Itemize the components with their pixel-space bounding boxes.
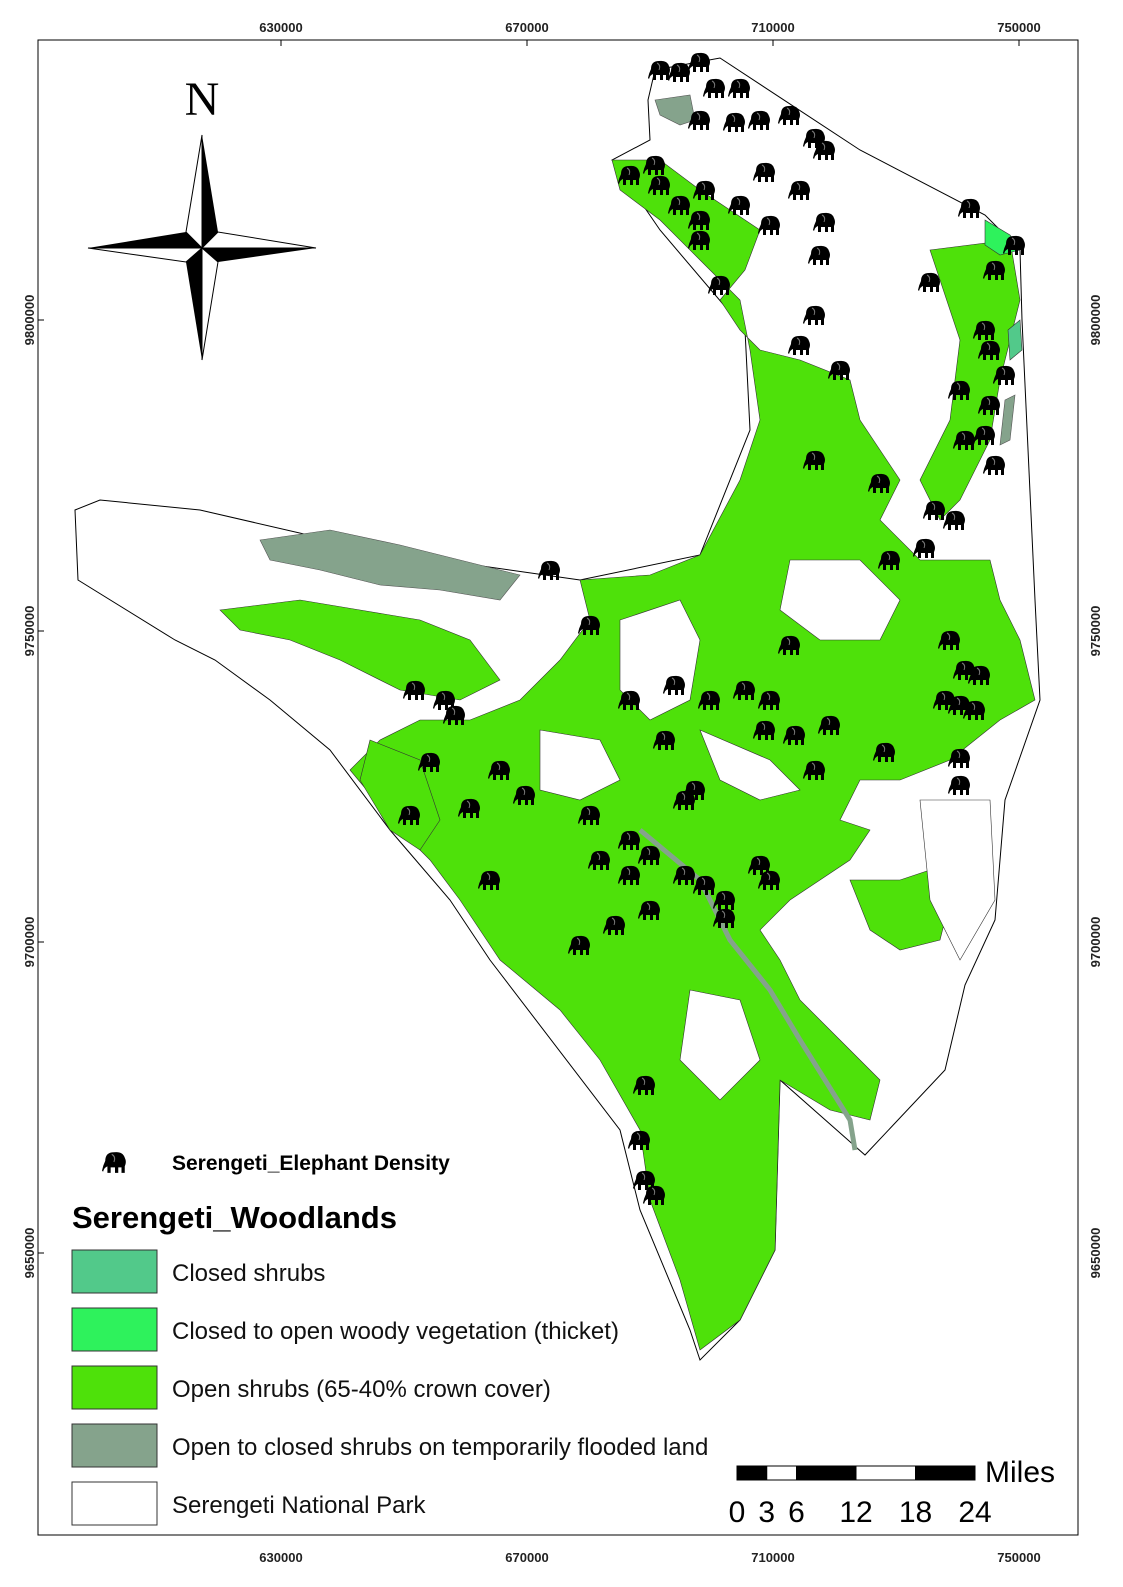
legend-swatch (71, 1481, 158, 1526)
legend: Serengeti_Elephant Density Serengeti_Woo… (71, 1151, 708, 1526)
scale-segment (855, 1465, 916, 1481)
x-coord-label: 710000 (751, 1550, 794, 1565)
y-coord-label: 9650000 (22, 1228, 37, 1279)
scale-unit: Miles (985, 1456, 1055, 1489)
legend-items: Closed shrubs Closed to open woody vegeta… (71, 1249, 708, 1526)
scale-label: 3 (758, 1496, 775, 1529)
legend-title: Serengeti_Woodlands (72, 1200, 397, 1235)
scale-label: 0 (729, 1496, 746, 1529)
legend-swatch (71, 1307, 158, 1352)
scale-segment (915, 1465, 976, 1481)
north-label: N (185, 73, 220, 126)
y-coord-label: 9650000 (1088, 1228, 1103, 1279)
y-coord-label: 9800000 (1088, 295, 1103, 346)
y-coord-label: 9700000 (22, 917, 37, 968)
legend-label: Open shrubs (65-40% crown cover) (172, 1376, 551, 1403)
scale-bar: 0 3 6 12 18 24 Miles (729, 1456, 1055, 1529)
scale-label: 12 (839, 1496, 872, 1529)
scale-label: 18 (899, 1496, 932, 1529)
closed-shrubs (1007, 319, 1023, 361)
scale-segment (796, 1465, 857, 1481)
scale-label: 6 (788, 1496, 805, 1529)
legend-label: Open to closed shrubs on temporarily flo… (172, 1434, 708, 1461)
x-coord-label: 630000 (259, 20, 302, 35)
legend-swatch (71, 1423, 158, 1468)
x-coord-label: 750000 (997, 1550, 1040, 1565)
park-area (74, 52, 1041, 1361)
north-arrow: N (87, 73, 317, 361)
legend-label: Closed shrubs (172, 1260, 325, 1287)
y-coord-label: 9750000 (1088, 606, 1103, 657)
y-coord-label: 9700000 (1088, 917, 1103, 968)
x-coord-label: 630000 (259, 1550, 302, 1565)
scale-label: 24 (958, 1496, 991, 1529)
y-coord-label: 9800000 (22, 295, 37, 346)
legend-swatch (71, 1365, 158, 1410)
x-coord-label: 670000 (505, 1550, 548, 1565)
y-coord-label: 9750000 (22, 606, 37, 657)
legend-label: Closed to open woody vegetation (thicket… (172, 1318, 619, 1345)
legend-point-layer: Serengeti_Elephant Density (172, 1152, 450, 1175)
x-coord-label: 710000 (751, 20, 794, 35)
scale-segment (766, 1465, 797, 1481)
x-coord-label: 670000 (505, 20, 548, 35)
coordinate-labels: 630000 630000 670000 670000 710000 710000 7500… (22, 20, 1103, 1565)
x-coord-label: 750000 (997, 20, 1040, 35)
legend-swatch (71, 1249, 158, 1294)
clearings (539, 559, 996, 1101)
scale-segment (736, 1465, 768, 1481)
legend-label: Serengeti National Park (172, 1492, 426, 1519)
